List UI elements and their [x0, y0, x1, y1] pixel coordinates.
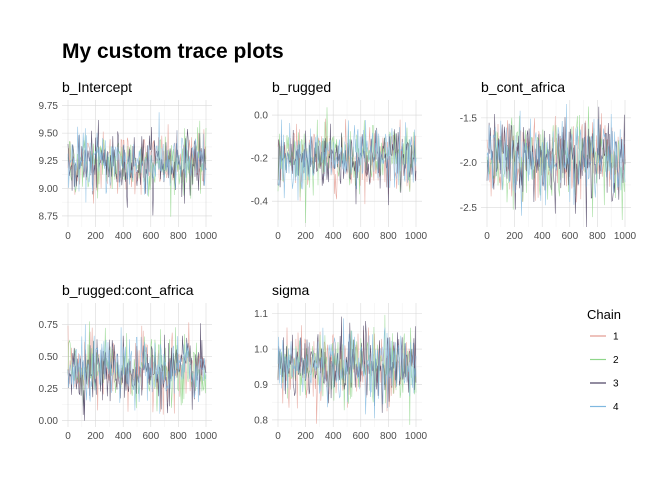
panel-title: b_rugged:cont_africa [62, 282, 194, 298]
x-tick-label: 200 [87, 431, 104, 442]
x-tick-label: 1000 [195, 431, 218, 442]
x-tick-label: 1000 [195, 231, 218, 242]
y-tick-label: -2.0 [460, 158, 478, 169]
x-tick-label: 400 [325, 431, 342, 442]
trace-panel: sigma 0 200 400 600 800 1000 0.8 0.9 1.0 1.1 [254, 282, 427, 442]
x-tick-label: 600 [561, 231, 578, 242]
y-tick-label: -0.2 [251, 154, 269, 165]
y-tick-label: 0.0 [254, 111, 268, 122]
y-tick-label: 9.25 [39, 156, 59, 167]
legend-label: 4 [613, 402, 619, 413]
y-tick-label: 0.8 [254, 415, 268, 426]
panel-title: b_Intercept [62, 79, 132, 95]
x-tick-label: 1000 [405, 431, 428, 442]
y-tick-label: -2.5 [460, 203, 478, 214]
x-tick-label: 200 [297, 431, 314, 442]
trace-line-chain-4 [277, 119, 417, 201]
x-tick-label: 400 [115, 431, 132, 442]
trace-line-chain-3 [277, 123, 417, 206]
x-tick-label: 1000 [614, 231, 637, 242]
trace-line-chain-4 [486, 103, 626, 216]
x-tick-label: 0 [275, 431, 281, 442]
legend-item: 3 [590, 379, 619, 390]
panel-title: b_cont_africa [481, 79, 565, 95]
y-tick-label: 0.00 [39, 416, 59, 427]
x-tick-label: 0 [65, 431, 71, 442]
x-tick-label: 800 [170, 231, 187, 242]
legend-label: 2 [613, 355, 619, 366]
x-tick-label: 800 [380, 231, 397, 242]
x-tick-label: 200 [297, 231, 314, 242]
panel-title: b_rugged [272, 79, 331, 95]
x-tick-label: 600 [352, 431, 369, 442]
legend-label: 1 [613, 332, 619, 343]
trace-panel: b_cont_africa 0 200 400 600 800 1000 -2.5 -2.0 -1… [460, 79, 637, 242]
x-tick-label: 800 [380, 431, 397, 442]
x-tick-label: 800 [589, 231, 606, 242]
y-tick-label: -1.5 [460, 113, 478, 124]
x-tick-label: 400 [534, 231, 551, 242]
y-tick-label: -0.4 [251, 197, 269, 208]
y-tick-label: 9.50 [39, 129, 59, 140]
y-tick-label: 8.75 [39, 211, 59, 222]
legend-item: 4 [590, 402, 619, 413]
x-tick-label: 600 [142, 231, 159, 242]
x-tick-label: 400 [115, 231, 132, 242]
legend-title: Chain [587, 307, 621, 322]
y-tick-label: 9.00 [39, 184, 59, 195]
x-tick-label: 800 [170, 431, 187, 442]
x-tick-label: 200 [87, 231, 104, 242]
trace-line-chain-2 [277, 314, 417, 425]
y-tick-label: 1.0 [254, 345, 268, 356]
y-tick-label: 0.50 [39, 352, 59, 363]
y-tick-label: 0.9 [254, 380, 268, 391]
x-tick-label: 200 [506, 231, 523, 242]
figure-title: My custom trace plots [62, 40, 284, 63]
trace-panel: b_rugged 0 200 400 600 800 1000 -0.4 -0.2 0.0 [251, 79, 428, 242]
trace-panel: b_rugged:cont_africa 0 200 400 600 800 1000 0.0… [39, 282, 218, 442]
x-tick-label: 0 [65, 231, 71, 242]
x-tick-label: 600 [352, 231, 369, 242]
y-tick-label: 0.25 [39, 384, 59, 395]
legend-label: 3 [613, 379, 619, 390]
x-tick-label: 600 [142, 431, 159, 442]
panel-title: sigma [272, 282, 310, 298]
trace-line-chain-4 [67, 112, 207, 203]
x-tick-label: 0 [484, 231, 490, 242]
x-tick-label: 400 [325, 231, 342, 242]
trace-line-chain-4 [277, 318, 417, 419]
y-tick-label: 1.1 [254, 309, 268, 320]
legend-item: 1 [590, 332, 619, 343]
y-tick-label: 9.75 [39, 101, 59, 112]
trace-line-chain-4 [67, 324, 207, 414]
y-tick-label: 0.75 [39, 320, 59, 331]
legend: Chain 1 2 3 4 [587, 307, 621, 413]
legend-item: 2 [590, 355, 619, 366]
x-tick-label: 1000 [405, 231, 428, 242]
legend-items: 1 2 3 4 [590, 332, 619, 413]
x-tick-label: 0 [275, 231, 281, 242]
trace-panel: b_Intercept 0 200 400 600 800 1000 8.75 9.00 9.25… [39, 79, 218, 242]
